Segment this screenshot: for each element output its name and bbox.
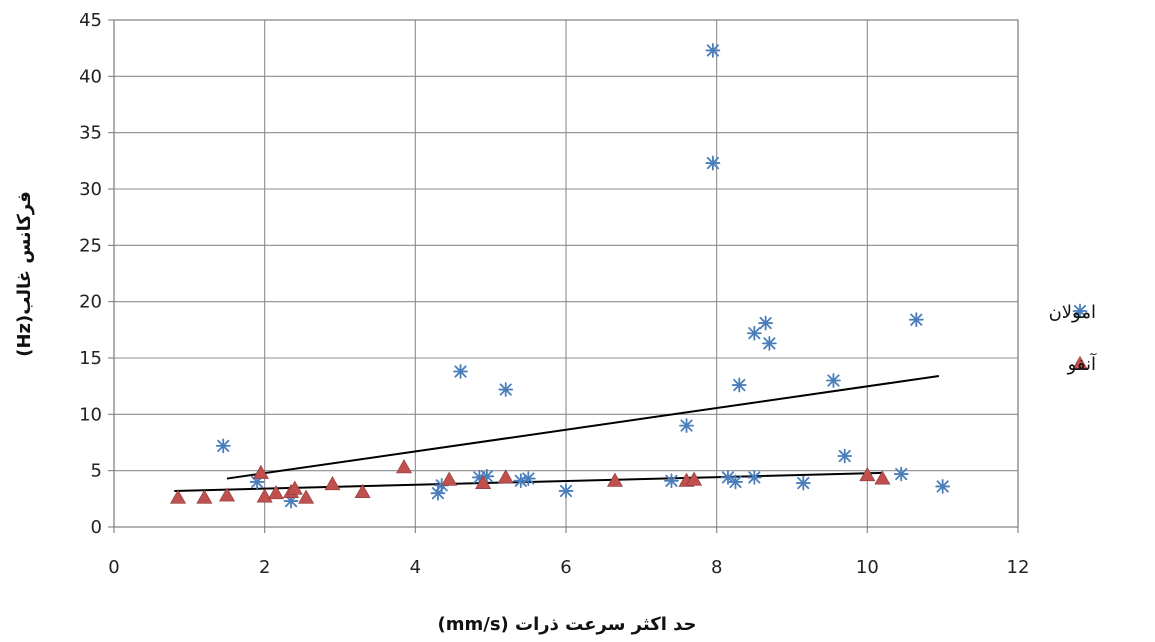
- data-point-triangle: [196, 489, 213, 504]
- data-point-triangle: [606, 472, 623, 487]
- data-point-asterisk: [558, 483, 574, 499]
- data-point-asterisk: [893, 466, 909, 482]
- data-point-asterisk: [826, 373, 841, 388]
- data-point-asterisk: [746, 325, 762, 341]
- trendline-series-0: [226, 375, 940, 480]
- y-tick-label: 40: [79, 66, 102, 87]
- legend: امولان آنفو: [1049, 302, 1097, 375]
- x-tick-label: 10: [856, 557, 879, 578]
- data-point-asterisk: [215, 438, 231, 454]
- y-tick-label: 35: [79, 123, 102, 144]
- data-point-triangle: [354, 483, 371, 498]
- data-point-triangle: [475, 474, 492, 489]
- y-tick-label: 25: [79, 235, 102, 256]
- x-tick-label: 2: [259, 557, 270, 578]
- grid-lines: [113, 19, 1019, 528]
- data-point-triangle: [218, 487, 236, 502]
- data-point-asterisk: [935, 479, 951, 494]
- data-point-asterisk: [908, 312, 924, 328]
- data-point-triangle: [267, 485, 284, 500]
- x-axis-ticks: 0 2 4 6 8 10 12: [108, 527, 1029, 578]
- y-axis-ticks: 0 5 10 15 20 25 30 35 40 45: [79, 10, 114, 538]
- x-tick-label: 12: [1007, 557, 1030, 578]
- x-tick-label: 0: [108, 557, 119, 578]
- legend-marker-triangle: [1071, 355, 1089, 370]
- data-point-asterisk: [746, 470, 762, 485]
- y-tick-label: 0: [91, 517, 102, 538]
- data-point-triangle: [396, 459, 413, 474]
- data-point-asterisk: [837, 448, 853, 464]
- x-tick-label: 4: [410, 557, 421, 578]
- y-tick-label: 15: [79, 348, 102, 369]
- data-point-triangle: [441, 471, 458, 486]
- data-point-triangle: [252, 464, 269, 479]
- data-point-triangle: [497, 469, 514, 484]
- data-point-asterisk: [731, 377, 747, 393]
- data-point-asterisk: [513, 473, 529, 489]
- data-point-asterisk: [498, 382, 514, 397]
- data-point-asterisk: [679, 418, 694, 434]
- y-tick-label: 45: [79, 10, 102, 31]
- data-point-asterisk: [705, 155, 721, 171]
- data-markers: [170, 43, 951, 509]
- data-point-triangle: [686, 471, 703, 486]
- y-tick-label: 30: [79, 179, 102, 200]
- legend-label: آنفو: [1067, 352, 1097, 375]
- data-point-asterisk: [705, 43, 721, 58]
- data-point-asterisk: [453, 364, 468, 379]
- x-axis-title: حد اکثر سرعت ذرات (mm/s): [438, 614, 697, 635]
- data-point-asterisk: [762, 335, 777, 351]
- legend-label: امولان: [1049, 302, 1096, 323]
- x-tick-label: 6: [560, 557, 571, 578]
- data-point-asterisk: [664, 473, 679, 489]
- data-point-asterisk: [795, 475, 811, 491]
- data-point-triangle: [298, 489, 315, 504]
- data-point-asterisk: [758, 315, 774, 331]
- data-point-triangle: [324, 476, 341, 491]
- data-point-asterisk: [520, 471, 536, 486]
- y-axis-title: فرکانس غالب(Hz): [14, 191, 35, 357]
- y-tick-label: 5: [91, 461, 102, 482]
- data-point-triangle: [170, 489, 187, 504]
- data-point-triangle: [286, 480, 303, 495]
- y-tick-label: 20: [79, 292, 102, 313]
- legend-marker-asterisk: [1072, 303, 1088, 319]
- x-tick-label: 8: [711, 557, 722, 578]
- data-point-asterisk: [720, 470, 736, 485]
- data-point-triangle: [874, 470, 891, 485]
- data-point-asterisk: [728, 474, 743, 490]
- data-point-triangle: [256, 488, 273, 503]
- data-point-triangle: [859, 467, 876, 482]
- trendlines: [174, 375, 940, 492]
- y-tick-label: 10: [79, 404, 102, 425]
